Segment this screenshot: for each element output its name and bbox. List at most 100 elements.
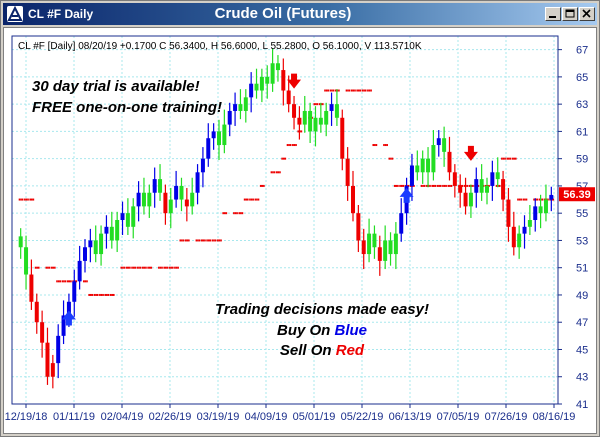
stop-marker xyxy=(254,198,257,201)
stop-marker xyxy=(388,157,391,160)
bar-body xyxy=(136,192,141,207)
bar-body xyxy=(249,83,254,98)
stop-marker xyxy=(325,89,328,92)
price-bar xyxy=(511,211,516,256)
bar-body xyxy=(399,213,404,234)
price-bar xyxy=(447,136,452,181)
y-tick-label: 49 xyxy=(576,290,588,302)
price-bar xyxy=(313,106,318,147)
price-bar xyxy=(522,215,527,249)
stop-marker xyxy=(68,280,71,283)
bar-body xyxy=(549,194,554,200)
stop-marker xyxy=(127,266,130,269)
stop-marker xyxy=(150,266,153,269)
maximize-button[interactable] xyxy=(562,7,578,21)
bar-body xyxy=(458,185,463,193)
window-title: CL #F Daily xyxy=(28,7,94,21)
stop-marker xyxy=(329,89,332,92)
stop-marker xyxy=(541,198,544,201)
stop-marker xyxy=(177,266,179,269)
price-bar xyxy=(324,102,329,137)
price-bar xyxy=(61,300,66,345)
price-bar xyxy=(243,89,248,123)
stop-marker xyxy=(517,198,519,201)
x-tick-label: 08/16/19 xyxy=(533,411,576,423)
stop-marker xyxy=(247,198,249,201)
stop-marker xyxy=(525,198,528,201)
bar-body xyxy=(479,179,484,193)
bar-body xyxy=(233,104,238,111)
stop-marker xyxy=(198,239,201,242)
y-tick-label: 51 xyxy=(576,263,588,275)
stop-marker xyxy=(147,266,149,269)
price-bar xyxy=(468,184,473,218)
stop-marker xyxy=(211,239,214,242)
stop-marker xyxy=(34,266,37,269)
promo-training-text: FREE one-on-one training! xyxy=(32,99,222,116)
stop-marker xyxy=(123,266,126,269)
sell-arrow-icon xyxy=(287,73,302,89)
bar-body xyxy=(243,97,248,111)
bar-body xyxy=(345,158,350,186)
tagline-text: Trading decisions made easy! xyxy=(215,301,429,318)
x-axis: 12/19/18 01/11/19 02/04/19 02/26/19 03/19/19… xyxy=(5,404,576,423)
sell-prefix: Sell On xyxy=(280,342,336,359)
bar-body xyxy=(179,185,184,200)
stop-marker xyxy=(213,239,215,242)
price-bar xyxy=(184,187,189,222)
stop-marker xyxy=(104,293,107,296)
stop-marker xyxy=(295,144,297,147)
stop-marker xyxy=(129,266,131,269)
minimize-button[interactable] xyxy=(545,7,561,21)
stop-marker xyxy=(206,239,208,242)
stop-marker xyxy=(48,266,51,269)
stop-marker xyxy=(279,171,281,174)
stop-marker xyxy=(436,184,439,187)
stop-marker xyxy=(181,239,183,242)
price-bar xyxy=(34,293,39,334)
stop-marker xyxy=(363,89,365,92)
price-bar xyxy=(367,218,372,263)
stop-marker xyxy=(300,130,303,133)
stop-marker xyxy=(395,184,398,187)
price-bar xyxy=(345,147,350,201)
bar-body xyxy=(131,206,136,227)
stop-marker xyxy=(520,198,522,201)
stop-marker xyxy=(438,184,440,187)
stop-marker xyxy=(332,89,335,92)
price-bar xyxy=(233,92,238,126)
stop-marker xyxy=(245,198,247,201)
stop-marker xyxy=(25,198,28,201)
y-tick-label: 41 xyxy=(576,399,588,411)
price-bar xyxy=(538,194,543,229)
stop-marker xyxy=(171,266,174,269)
stop-marker xyxy=(233,212,235,215)
chart-area[interactable]: 67 65 63 61 59 57 55 53 51 49 47 45 43 41 12/19/18 01/… xyxy=(3,27,597,434)
price-bar xyxy=(436,130,441,157)
stop-marker xyxy=(234,212,237,215)
bar-body xyxy=(506,199,511,227)
bar-body xyxy=(442,138,447,152)
close-button[interactable] xyxy=(579,7,595,21)
bar-body xyxy=(297,117,302,125)
title-bar[interactable]: CL #F Daily Crude Oil (Futures) xyxy=(3,3,597,25)
price-bar xyxy=(442,126,447,167)
bar-body xyxy=(383,240,388,261)
bar-body xyxy=(109,226,114,241)
price-bar xyxy=(426,147,431,188)
bar-body xyxy=(206,138,211,159)
app-logo-icon xyxy=(7,6,23,22)
bar-body xyxy=(447,151,452,173)
stop-marker xyxy=(37,266,40,269)
stop-marker xyxy=(315,103,317,106)
y-tick-label: 43 xyxy=(576,372,588,384)
stop-marker xyxy=(59,280,61,283)
stop-marker xyxy=(450,184,453,187)
bar-body xyxy=(211,131,216,139)
stop-marker xyxy=(449,184,451,187)
bar-body xyxy=(420,158,425,173)
bar-body xyxy=(141,192,146,207)
price-bar xyxy=(308,102,313,143)
bar-body xyxy=(490,172,495,186)
